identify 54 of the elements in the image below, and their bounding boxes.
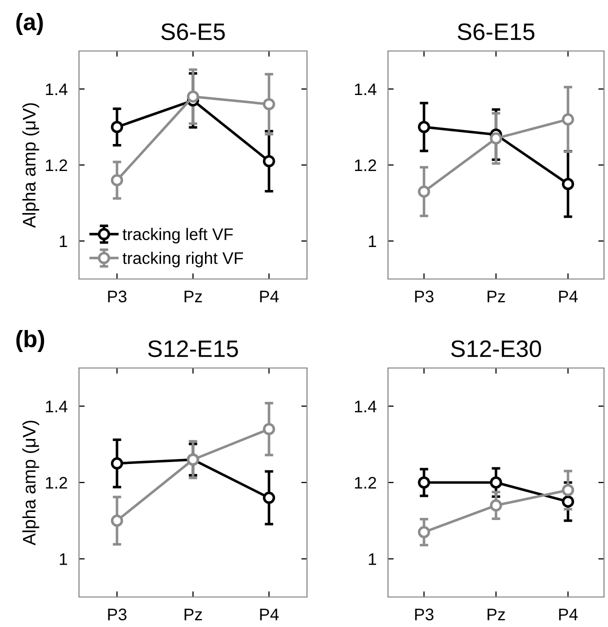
- point: [490, 132, 502, 145]
- y-tick-label: 1.4: [46, 400, 68, 412]
- x-tick-label: P3: [415, 608, 434, 620]
- point: [562, 178, 574, 190]
- x-tick-label: P3: [108, 608, 126, 620]
- y-tick-label: 1.2: [46, 476, 68, 489]
- y-tick-label: 1.2: [354, 476, 376, 489]
- text: (b): [16, 330, 44, 352]
- y-tick-label: 1: [60, 236, 68, 248]
- point: [110, 514, 124, 527]
- point: [490, 476, 502, 489]
- legend-label: tracking right VF: [122, 252, 244, 268]
- text: (a): [16, 13, 43, 36]
- point: [562, 484, 574, 496]
- point: [110, 120, 124, 134]
- y-tick-label: 1.4: [46, 84, 68, 96]
- point: [418, 476, 430, 489]
- point: [418, 526, 430, 538]
- point: [186, 90, 200, 103]
- point: [110, 457, 124, 470]
- x-tick-label: P3: [415, 290, 434, 302]
- point: [418, 120, 430, 134]
- chart-title: S6-E5: [161, 23, 225, 40]
- point: [418, 185, 430, 198]
- y-tick-label: 1: [60, 553, 68, 565]
- point: [110, 174, 124, 186]
- y-tick-label: 1.4: [354, 84, 376, 96]
- x-tick-label: P3: [108, 290, 126, 302]
- y-tick-label: 1.4: [354, 400, 376, 412]
- point: [262, 492, 276, 504]
- x-tick-label: Pz: [488, 290, 505, 302]
- point: [562, 113, 574, 126]
- chart-title: S6-E15: [458, 23, 534, 40]
- y-axis-title: Alpha amp (μV): [22, 420, 40, 546]
- y-axis-title: Alpha amp (μV): [22, 103, 40, 228]
- chart-title: S12-E15: [148, 340, 238, 358]
- x-tick-label: P4: [559, 608, 578, 620]
- point: [262, 155, 276, 168]
- y-tick-label: 1: [368, 236, 376, 248]
- point: [262, 422, 276, 436]
- point: [490, 499, 502, 512]
- x-tick-label: Pz: [184, 608, 202, 620]
- x-tick-label: P4: [559, 290, 578, 302]
- x-tick-label: Pz: [184, 290, 202, 302]
- y-tick-label: 1.2: [354, 159, 376, 172]
- point: [562, 495, 574, 508]
- y-tick-label: 1: [368, 553, 376, 565]
- chart-title: S12-E30: [451, 340, 542, 358]
- point: [262, 98, 276, 110]
- y-tick-label: 1.2: [46, 159, 68, 172]
- x-tick-label: P4: [260, 608, 279, 620]
- x-tick-label: P4: [260, 290, 279, 302]
- legend-label: tracking left VF: [122, 228, 233, 244]
- x-tick-label: Pz: [488, 608, 505, 620]
